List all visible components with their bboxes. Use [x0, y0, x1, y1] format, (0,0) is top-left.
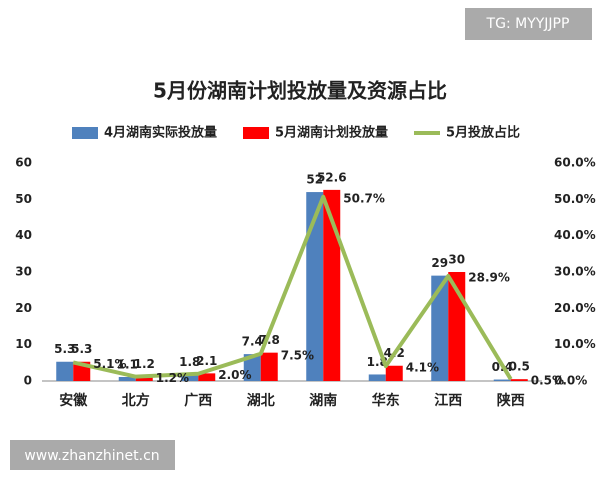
data-label: 50.7%: [343, 191, 385, 205]
data-label: 30: [448, 253, 465, 267]
y2-tick-label: 50.0%: [554, 192, 596, 206]
y-tick-label: 20: [15, 301, 32, 315]
data-label: 4.1%: [406, 361, 439, 375]
bar: [510, 379, 528, 381]
data-label: 7.5%: [281, 348, 314, 362]
data-label: 5.3: [54, 342, 75, 356]
data-label: 5.3: [71, 342, 92, 356]
bar: [306, 192, 324, 381]
x-tick-label: 广西: [184, 392, 212, 409]
data-label: 28.9%: [468, 270, 510, 284]
y2-tick-label: 20.0%: [554, 301, 596, 315]
data-label: 29: [431, 256, 448, 270]
data-label: 1.1: [117, 358, 138, 372]
bar: [243, 354, 261, 381]
data-label: 0.5%: [531, 374, 564, 388]
data-label: 1.8: [179, 355, 200, 369]
data-label: 2.0%: [218, 368, 251, 382]
data-label: 52.6: [317, 170, 347, 184]
data-label: 2.1: [196, 354, 217, 368]
bar: [385, 365, 403, 381]
bar: [323, 189, 341, 381]
bar: [181, 374, 199, 381]
watermark: TG: MYYJJPP: [486, 16, 570, 32]
x-tick-label: 安徽: [59, 392, 88, 409]
bar: [368, 374, 386, 381]
bar: [493, 379, 511, 381]
y-tick-label: 30: [15, 265, 32, 279]
bar: [56, 361, 74, 381]
x-tick-label: 北方: [122, 392, 150, 409]
y2-tick-label: 10.0%: [554, 337, 596, 351]
y-tick-label: 60: [15, 156, 32, 170]
watermark-box: [465, 8, 592, 40]
legend-swatch: [243, 127, 269, 139]
x-tick-label: 陕西: [497, 392, 525, 409]
x-tick-label: 湖南: [309, 392, 337, 409]
x-tick-label: 湖北: [247, 393, 275, 409]
y-tick-label: 50: [15, 192, 32, 206]
data-label: 5.1%: [93, 357, 126, 371]
bar: [260, 352, 278, 381]
legend-label: 4月湖南实际投放量: [104, 125, 217, 141]
chart-title: 5月份湖南计划投放量及资源占比: [153, 79, 447, 103]
line-series: [72, 194, 513, 381]
watermark: www.zhanzhinet.cn: [24, 448, 159, 464]
y2-tick-label: 40.0%: [554, 228, 596, 242]
watermark-box: [10, 440, 175, 470]
legend-swatch: [72, 127, 98, 139]
y-tick-label: 10: [15, 337, 32, 351]
data-label: 1.2%: [156, 371, 189, 385]
data-label: 7.4: [242, 335, 263, 349]
legend-label: 5月投放占比: [446, 125, 520, 141]
y2-tick-label: 0.0%: [554, 374, 587, 388]
y2-tick-label: 30.0%: [554, 265, 596, 279]
x-tick-label: 华东: [372, 392, 400, 409]
x-tick-label: 江西: [434, 392, 462, 409]
y-tick-label: 0: [24, 374, 32, 388]
legend-label: 5月湖南计划投放量: [275, 125, 388, 141]
bar: [135, 376, 153, 381]
bar: [431, 275, 449, 381]
data-label: 1.2: [134, 357, 155, 371]
y2-tick-label: 60.0%: [554, 156, 596, 170]
bar: [198, 373, 216, 381]
y-tick-label: 40: [15, 228, 32, 242]
data-label: 0.5: [509, 360, 530, 374]
data-label: 52: [306, 173, 323, 187]
bar: [118, 377, 136, 381]
